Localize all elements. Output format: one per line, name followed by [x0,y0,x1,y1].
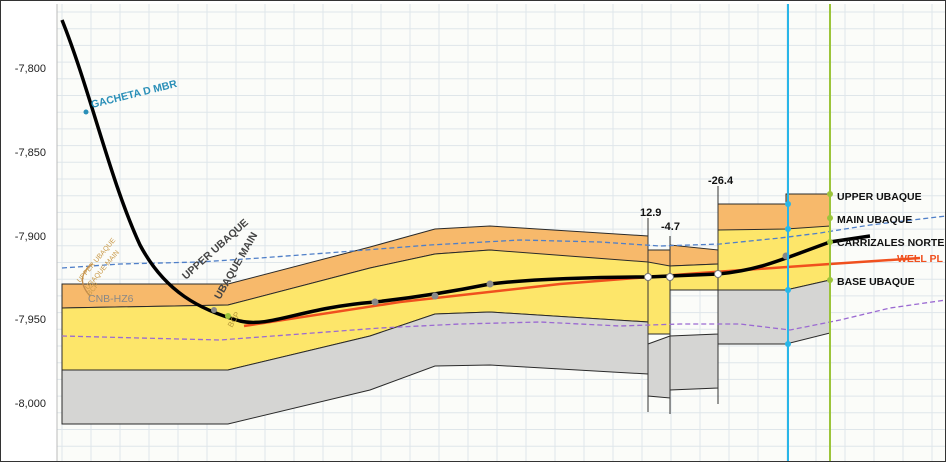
fault-throw-label-3: -26.4 [708,175,734,187]
green-marker-dot [827,215,833,221]
right-carrizales-label: CARRIZALES NORTE [837,237,944,249]
blue-marker-dot [785,226,791,232]
dashed-purple-horizon [61,299,946,341]
dashed-blue-horizon [61,215,946,269]
depth-tick-label: -7,800 [15,63,46,75]
right-upper-ubaque-label: UPPER UBAQUE [837,191,922,203]
left-curved-horizon [81,263,93,297]
station-dot [371,298,379,306]
depth-tick-label: -7,950 [15,314,46,326]
station-dot [431,292,439,300]
right-base-ubaque-label: BASE UBAQUE [837,276,915,288]
station-dot [714,270,722,278]
right-main-ubaque-label: MAIN UBAQUE [837,214,912,226]
base-ubaque-layer [61,279,831,425]
depth-tick-label: -7,900 [15,231,46,243]
station-dot [644,273,652,281]
station-dot [225,313,231,319]
cnb-hz6-label: CNB-HZ6 [88,293,134,305]
blue-marker-dot [785,341,791,347]
green-marker-dot [827,191,833,197]
right-well-plan-label: WELL PL [897,253,943,265]
fault-throw-label-1: 12.9 [640,207,661,219]
depth-tick-label: -7,850 [15,147,46,159]
blue-marker-dot [785,201,791,207]
green-marker-dot [827,277,833,283]
station-dot [666,273,674,281]
station-dot [486,280,494,288]
depth-axis-panel [0,0,57,462]
fault-throw-label-2: -4.7 [661,221,680,233]
depth-tick-label: -8,000 [15,398,46,410]
blue-marker-dot [785,287,791,293]
station-dot [83,109,89,115]
station-dot [211,307,217,313]
green-marker-dot [827,239,833,245]
